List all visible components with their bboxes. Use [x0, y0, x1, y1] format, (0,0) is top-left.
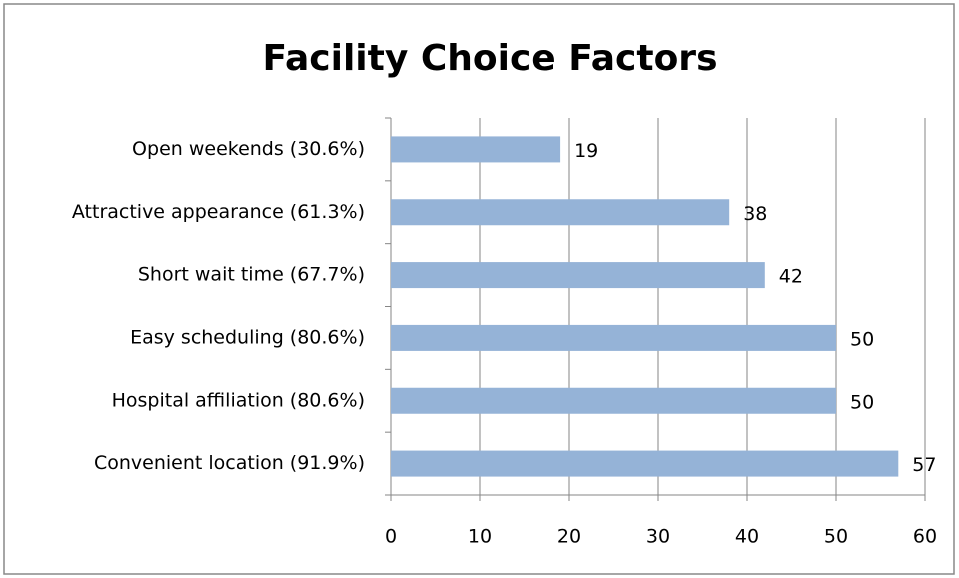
y-tick-label: Short wait time (67.7%) [138, 264, 365, 286]
data-label: 19 [574, 140, 598, 162]
data-label: 50 [850, 391, 874, 413]
data-label: 38 [743, 203, 767, 225]
y-tick-label: Hospital affiliation (80.6%) [112, 389, 365, 411]
bar [391, 450, 899, 477]
y-tick-label: Easy scheduling (80.6%) [130, 326, 365, 348]
data-label: 42 [779, 266, 803, 288]
x-tick-label: 20 [557, 526, 581, 548]
chart-frame [3, 3, 955, 575]
y-tick-label: Attractive appearance (61.3%) [72, 201, 365, 223]
data-label: 57 [912, 454, 936, 476]
x-tick-label: 40 [735, 526, 759, 548]
y-tick-label: Open weekends (30.6%) [132, 138, 365, 160]
data-label: 50 [850, 328, 874, 350]
bar [391, 262, 765, 289]
bar [391, 136, 561, 163]
chart-title: Facility Choice Factors [263, 38, 718, 79]
x-tick-label: 0 [385, 526, 397, 548]
x-tick-label: 30 [646, 526, 670, 548]
x-tick-label: 60 [913, 526, 937, 548]
bar [391, 387, 836, 414]
x-tick-label: 10 [468, 526, 492, 548]
bar [391, 199, 730, 226]
bar [391, 324, 836, 351]
x-tick-label: 50 [824, 526, 848, 548]
y-tick-label: Convenient location (91.9%) [94, 452, 365, 474]
